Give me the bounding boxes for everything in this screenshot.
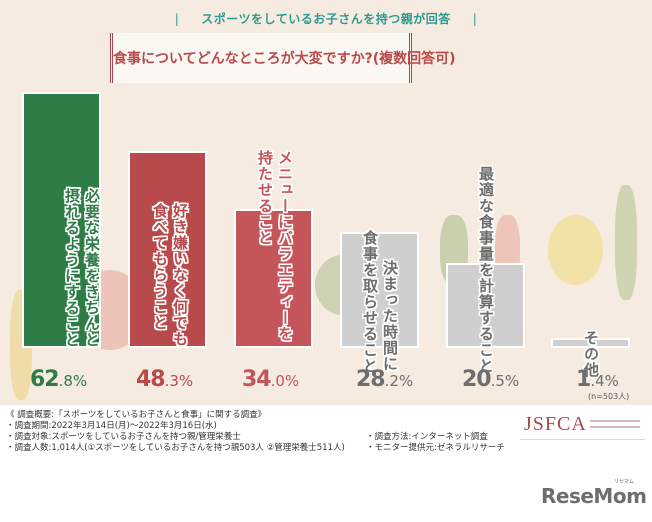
survey-method: ・調査方法:インターネット調査 ・モニター提供元:ゼネラルリサーチ [366, 432, 505, 453]
chart-subtitle: | スポーツをしているお子さんを持つ親が回答 | [174, 12, 478, 26]
jsfca-logo-subtext [590, 420, 640, 432]
value-menu-variety: 34.0% [242, 367, 300, 392]
value-meal-amount: 20.5% [462, 367, 520, 392]
chart-title-box: 食事についてどんなところが大変ですか?(複数回答可) [110, 33, 456, 83]
chart-title: 食事についてどんなところが大変ですか?(複数回答可) [113, 51, 456, 67]
bar-menu-variety [234, 209, 313, 348]
bar-label-picky-eating: 好き嫌いなく何でも 食べてもらうこと [151, 203, 189, 347]
vegetable-illustration [615, 185, 637, 300]
bar-label-menu-variety: メニューにバラエティーを 持たせること [256, 150, 294, 342]
bar-picky-eating [128, 151, 207, 348]
bar-meal-time [340, 232, 419, 348]
jsfca-divider [520, 439, 645, 440]
bar-label-other: その他 [582, 330, 600, 378]
subtitle-text: スポーツをしているお子さんを持つ親が回答 [201, 12, 451, 26]
vegetable-illustration [548, 215, 603, 285]
bar-nutrition [22, 92, 101, 348]
bar-label-meal-time: 決まった時間に 食事を取らせること [361, 230, 399, 374]
resemom-logo-kana: リセマム [614, 479, 635, 485]
value-nutrition: 62.8% [30, 367, 88, 392]
bar-label-nutrition: 必要な栄養をきちんと 摂れるようにすること [63, 188, 101, 348]
value-other: 1.4% [576, 367, 619, 392]
bar-meal-amount [446, 263, 525, 348]
resemom-logo: ReseMom [541, 484, 647, 508]
sample-size-note: (n=503人) [588, 392, 630, 401]
bar-label-meal-amount: 最適な食事量を計算すること [477, 166, 495, 374]
value-picky-eating: 48.3% [136, 367, 194, 392]
survey-overview: 《 調査概要:「スポーツをしているお子さんと食事」に関する調査》 ・調査期間:2… [6, 410, 345, 453]
jsfca-logo: JSFCA [524, 413, 587, 435]
value-meal-time: 28.2% [356, 367, 414, 392]
bar-other [551, 338, 630, 348]
